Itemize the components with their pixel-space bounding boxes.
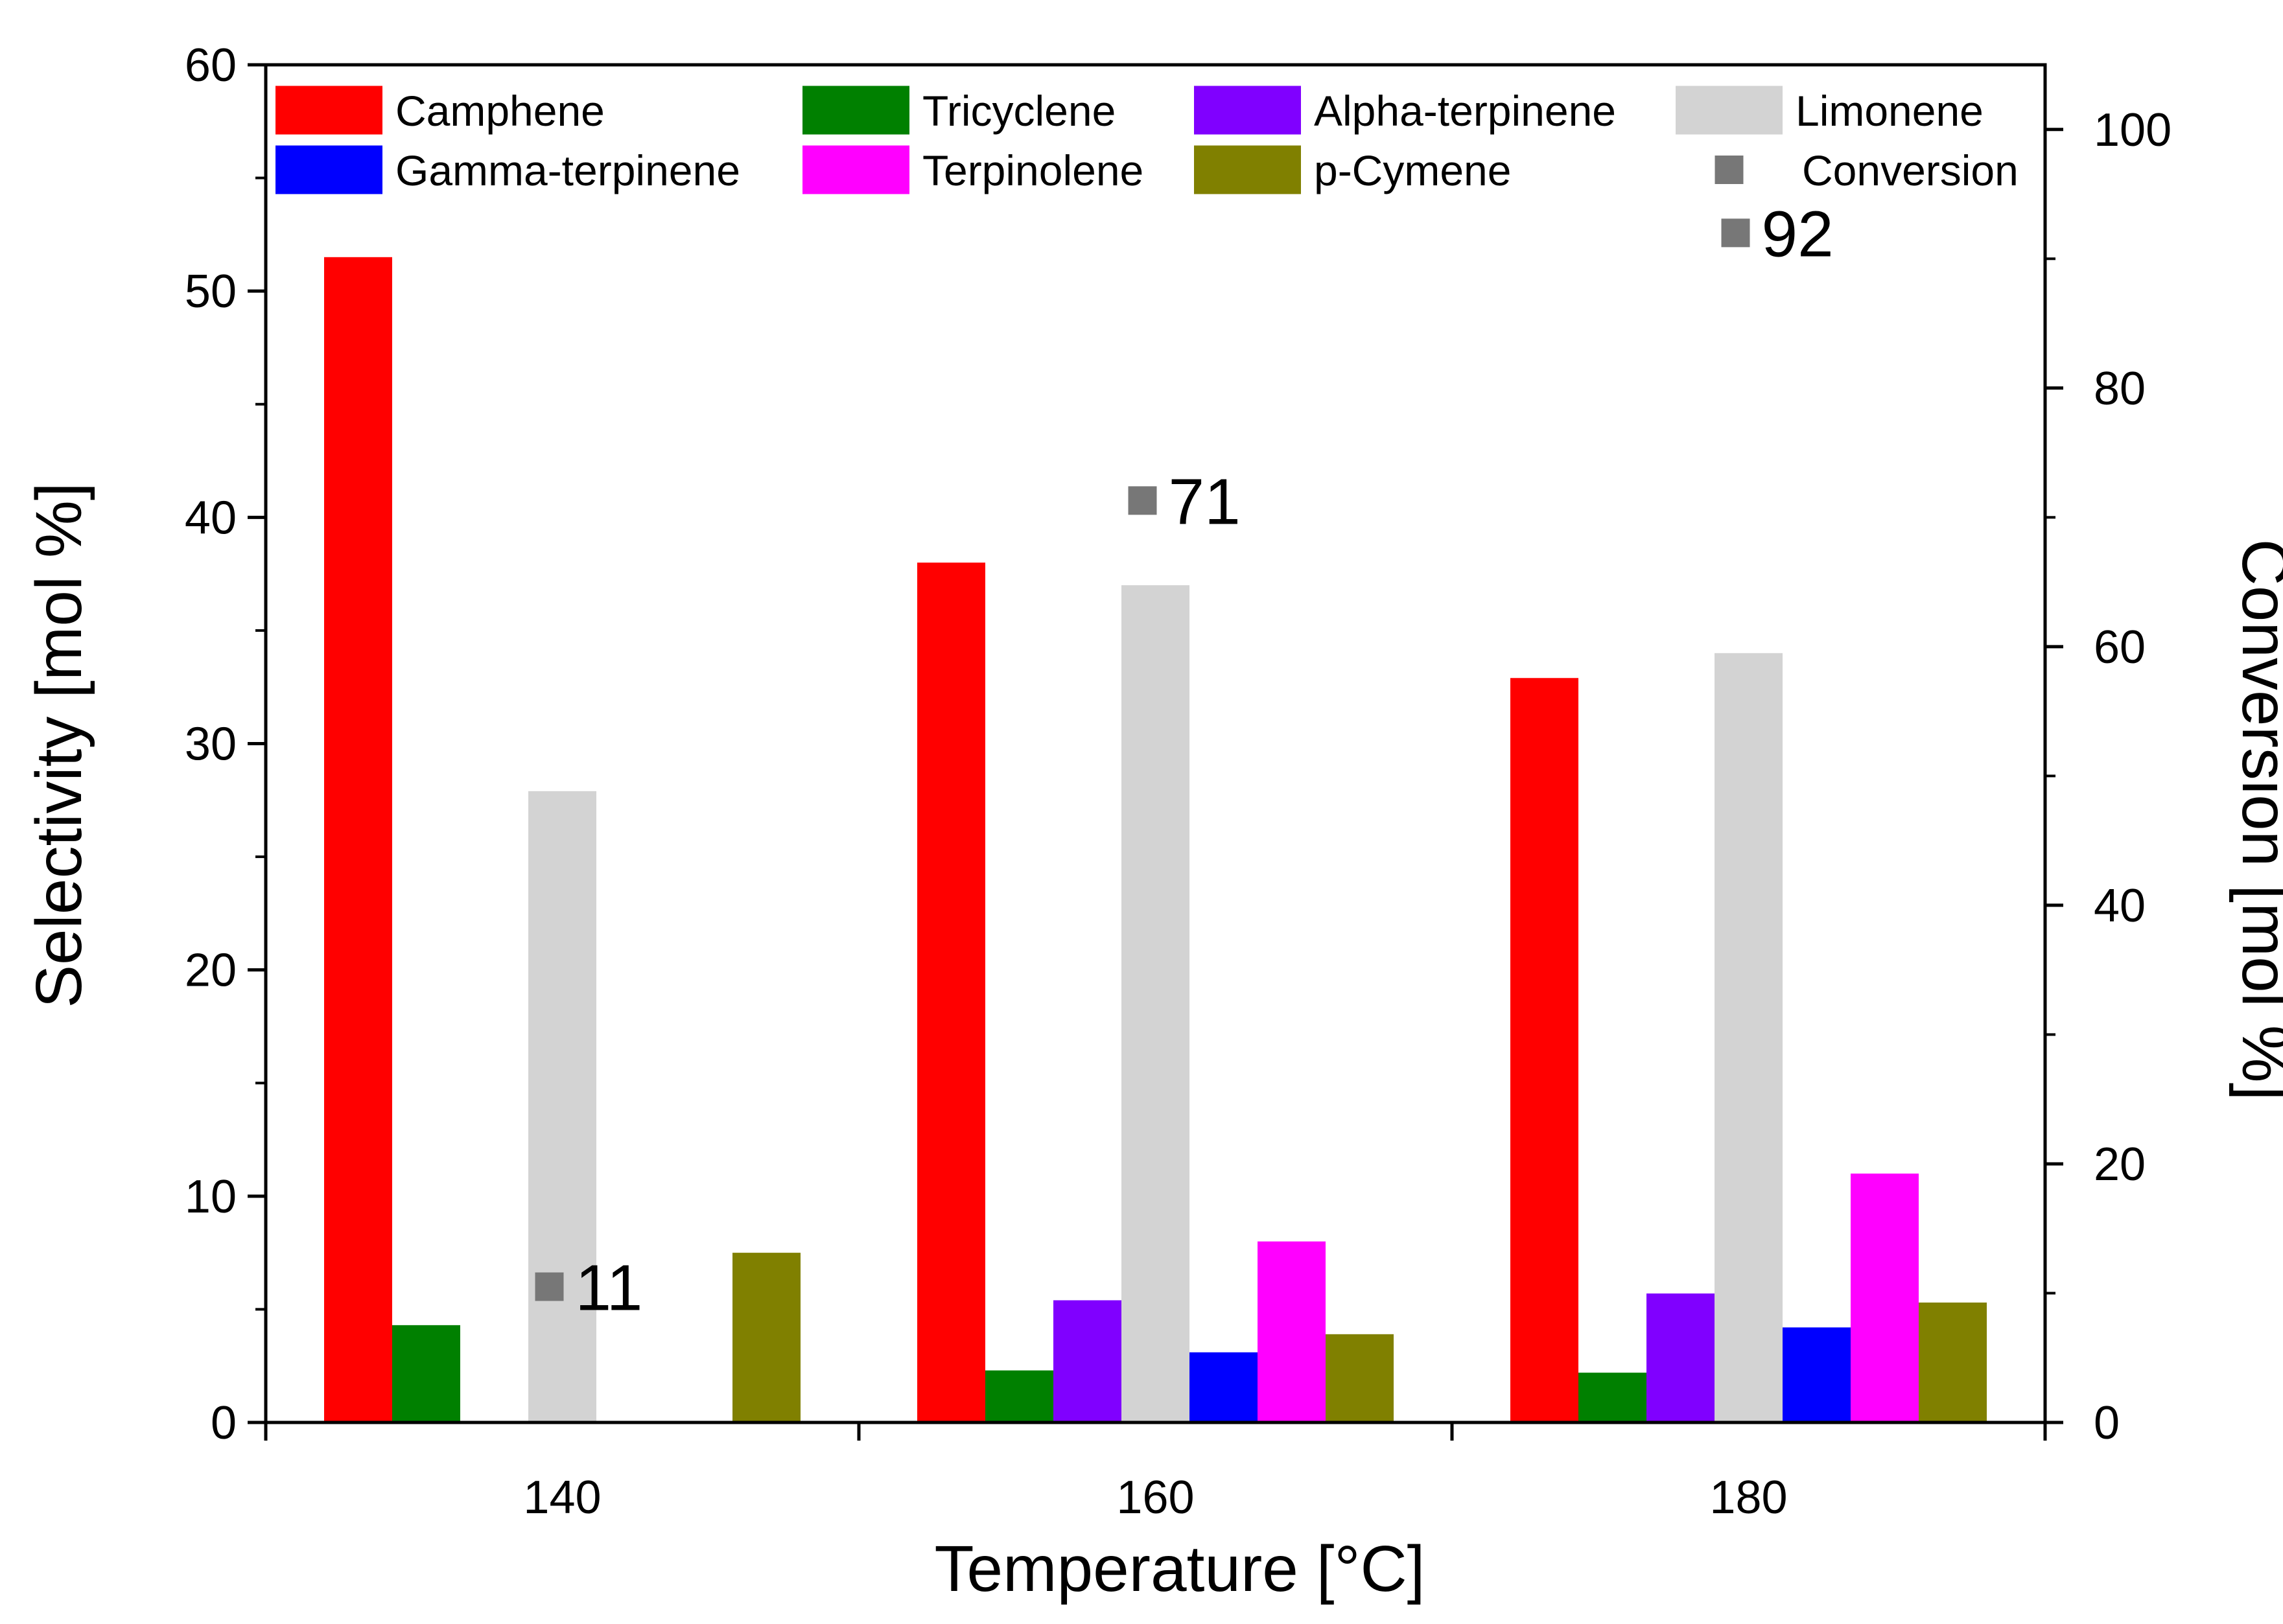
bar-limonene-140 — [528, 791, 596, 1422]
conversion-point-140 — [535, 1272, 564, 1301]
conversion-label-180: 92 — [1762, 198, 1834, 270]
legend-swatch-p-cymene — [1194, 145, 1301, 194]
y-tick-label-60: 60 — [185, 40, 237, 91]
bar-p-cymene-180 — [1919, 1302, 1987, 1422]
bar-p-cymene-140 — [732, 1253, 801, 1422]
axes: 0 10 20 30 40 50 60 0 20 40 60 80 100 140 160 180 — [185, 40, 2172, 1524]
x-tick-label-160: 160 — [1116, 1472, 1194, 1524]
y-tick-label-40: 40 — [185, 492, 237, 544]
legend-label-p-cymene: p-Cymene — [1314, 146, 1511, 194]
x-tick-label-180: 180 — [1709, 1472, 1787, 1524]
legend-label-tricyclene: Tricyclene — [922, 87, 1116, 135]
y2-tick-label-60: 60 — [2094, 621, 2146, 673]
bar-alpha-terpinene-180 — [1646, 1293, 1715, 1422]
bar-terpinolene-180 — [1851, 1173, 1919, 1422]
legend: Camphene Tricyclene Alpha-terpinene Limonen… — [275, 86, 2019, 194]
bar-tricyclene-180 — [1578, 1373, 1646, 1422]
legend-swatch-tricyclene — [802, 86, 909, 135]
y-tick-label-30: 30 — [185, 719, 237, 771]
bar-gamma-terpinene-180 — [1783, 1327, 1851, 1422]
y-tick-label-10: 10 — [185, 1171, 237, 1223]
y2-tick-label-40: 40 — [2094, 880, 2146, 932]
y2-axis-title: Conversion [mol %] — [2229, 539, 2283, 1101]
bar-tricyclene-140 — [392, 1325, 460, 1422]
x-axis-title: Temperature [°C] — [935, 1533, 1425, 1605]
legend-swatch-conversion — [1715, 156, 1744, 184]
y-tick-label-0: 0 — [211, 1397, 237, 1449]
bar-tricyclene-160 — [985, 1370, 1053, 1422]
conversion-layer: 11 71 92 — [535, 198, 1834, 1325]
bar-limonene-180 — [1715, 653, 1783, 1423]
legend-swatch-terpinolene — [802, 145, 909, 194]
y-tick-label-20: 20 — [185, 945, 237, 997]
bar-camphene-140 — [324, 257, 392, 1423]
bar-camphene-160 — [917, 563, 985, 1422]
y2-tick-label-0: 0 — [2094, 1397, 2120, 1449]
legend-swatch-limonene — [1676, 86, 1783, 135]
legend-swatch-camphene — [275, 86, 382, 135]
legend-swatch-gamma-terpinene — [275, 145, 382, 194]
bar-alpha-terpinene-160 — [1053, 1300, 1121, 1422]
legend-swatch-alpha-terpinene — [1194, 86, 1301, 135]
legend-label-conversion: Conversion — [1802, 146, 2019, 194]
legend-label-terpinolene: Terpinolene — [922, 146, 1143, 194]
conversion-label-160: 71 — [1169, 465, 1241, 538]
y-tick-label-50: 50 — [185, 266, 237, 318]
bar-camphene-180 — [1510, 678, 1578, 1422]
legend-label-alpha-terpinene: Alpha-terpinene — [1314, 87, 1616, 135]
x-tick-label-140: 140 — [523, 1472, 601, 1524]
conversion-point-160 — [1128, 486, 1157, 515]
bar-terpinolene-160 — [1258, 1241, 1326, 1422]
y-axis-title: Selectivity [mol %] — [23, 482, 95, 1008]
legend-label-camphene: Camphene — [395, 87, 605, 135]
y2-tick-label-80: 80 — [2094, 363, 2146, 415]
bar-p-cymene-160 — [1326, 1334, 1394, 1422]
bar-limonene-160 — [1121, 585, 1189, 1423]
conversion-point-180 — [1721, 218, 1750, 248]
bar-gamma-terpinene-160 — [1189, 1352, 1258, 1422]
bar-layer — [324, 257, 1987, 1423]
y2-tick-label-100: 100 — [2094, 104, 2172, 156]
y2-tick-label-20: 20 — [2094, 1139, 2146, 1190]
legend-label-limonene: Limonene — [1796, 87, 1984, 135]
legend-label-gamma-terpinene: Gamma-terpinene — [395, 146, 740, 194]
conversion-label-140: 11 — [576, 1252, 643, 1325]
